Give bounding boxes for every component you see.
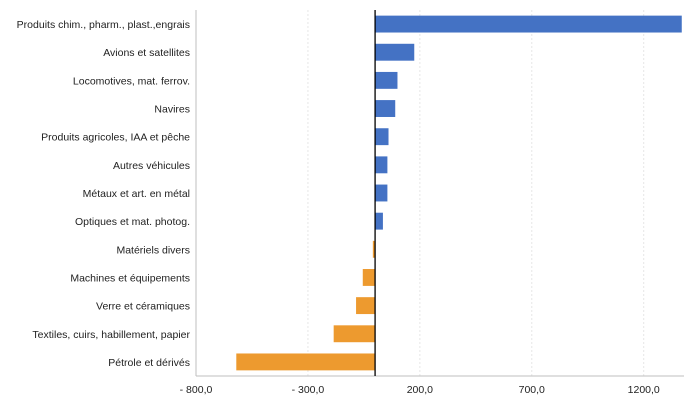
x-tick-label: 200,0 — [407, 384, 433, 396]
bars — [236, 15, 682, 371]
bar — [375, 156, 388, 174]
category-label: Pétrole et dérivés — [108, 357, 190, 369]
category-labels: Produits chim., pharm., plast.,engrais Av… — [17, 19, 191, 369]
category-label: Avions et satellites — [103, 47, 190, 59]
bar — [236, 353, 376, 371]
bar — [375, 15, 682, 33]
category-label: Produits agricoles, IAA et pêche — [41, 132, 190, 144]
gridlines — [195, 10, 645, 376]
category-label: Métaux et art. en métal — [83, 188, 190, 200]
x-tick-label: - 800,0 — [180, 384, 213, 396]
category-label: Navires — [154, 104, 190, 116]
x-tick-label: 1200,0 — [628, 384, 660, 396]
category-label: Autres véhicules — [113, 160, 190, 172]
bar — [375, 43, 415, 61]
bar — [362, 269, 376, 286]
category-label: Optiques et mat. photog. — [75, 216, 190, 228]
bar — [375, 184, 388, 202]
bar — [375, 212, 383, 230]
x-tick-label: 700,0 — [519, 384, 545, 396]
bar — [372, 240, 376, 258]
category-label: Machines et équipements — [70, 272, 190, 284]
x-tick-labels: - 800,0 - 300,0 200,0 700,0 1200,0 — [180, 384, 660, 396]
bar — [375, 100, 396, 117]
category-label: Textiles, cuirs, habillement, papier — [32, 329, 190, 341]
bar — [375, 128, 389, 146]
bar — [356, 297, 376, 315]
bar — [375, 71, 398, 89]
category-label: Verre et céramiques — [96, 301, 190, 313]
axes — [195, 10, 684, 377]
category-label: Produits chim., pharm., plast.,engrais — [17, 19, 190, 31]
bar — [333, 325, 376, 343]
category-label: Locomotives, mat. ferrov. — [73, 75, 190, 87]
x-tick-label: - 300,0 — [292, 384, 325, 396]
category-label: Matériels divers — [116, 244, 190, 256]
